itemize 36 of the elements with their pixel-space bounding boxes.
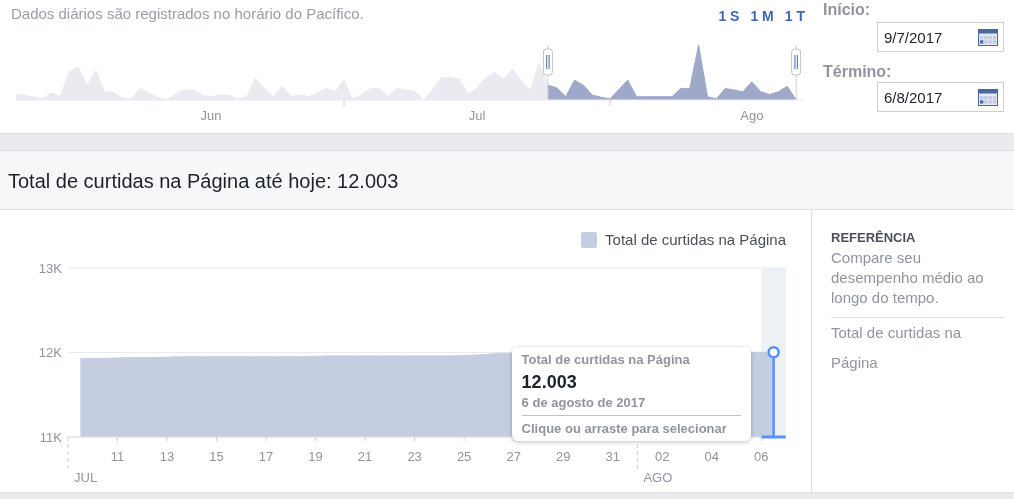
y-tick-label: 13K (38, 260, 63, 276)
text: 6/8/2017 (884, 89, 943, 106)
text: 1 M (750, 8, 774, 24)
x-tick-label: 25 (456, 448, 472, 464)
x-tick-label: Jun (200, 107, 222, 123)
text: Término: (823, 63, 892, 80)
x-tick-label: 17 (258, 448, 274, 464)
text: REFERÊNCIA (831, 230, 916, 245)
x-tick-label: 23 (407, 448, 422, 464)
x-tick-label: 13 (159, 448, 175, 464)
text: Dados diários são registrados no horário do Pacífico. (11, 5, 364, 22)
text: Início: (823, 1, 871, 18)
x-tick-label: 31 (605, 448, 620, 464)
text: 9/7/2017 (884, 29, 943, 46)
y-tick-label: 12K (38, 345, 63, 361)
ref-line-label: AGO (643, 469, 673, 485)
x-tick-label: 11 (110, 448, 125, 464)
x-tick-label: 29 (555, 448, 571, 464)
text: 1 S (718, 8, 740, 24)
x-tick-label: 06 (754, 448, 769, 464)
legend-label: Total de curtidas na Página (605, 231, 786, 249)
x-tick-label: 19 (308, 448, 323, 464)
x-tick-label: 27 (506, 448, 521, 464)
x-tick-label: Ago (740, 107, 764, 123)
x-tick-label: 15 (209, 448, 224, 464)
x-tick-label: Jul (468, 107, 486, 123)
x-tick-label: 21 (357, 448, 373, 464)
text: Compare seu desempenho médio ao longo do tempo. (831, 249, 984, 306)
y-tick-label: 11K (39, 429, 63, 445)
annotation: Total de curtidas na Página 12.003 6 de agosto de 2017 Clique ou arraste para selecionar (521, 352, 727, 437)
text: 1 T (784, 8, 805, 24)
x-tick-label: 04 (704, 448, 719, 464)
text: Total de curtidas na Página (831, 324, 962, 371)
ref-line-label: JUL (74, 469, 98, 485)
x-tick-label: 02 (654, 448, 670, 464)
chart-title: Total de curtidas na Página até hoje: 12.003 (8, 170, 399, 192)
